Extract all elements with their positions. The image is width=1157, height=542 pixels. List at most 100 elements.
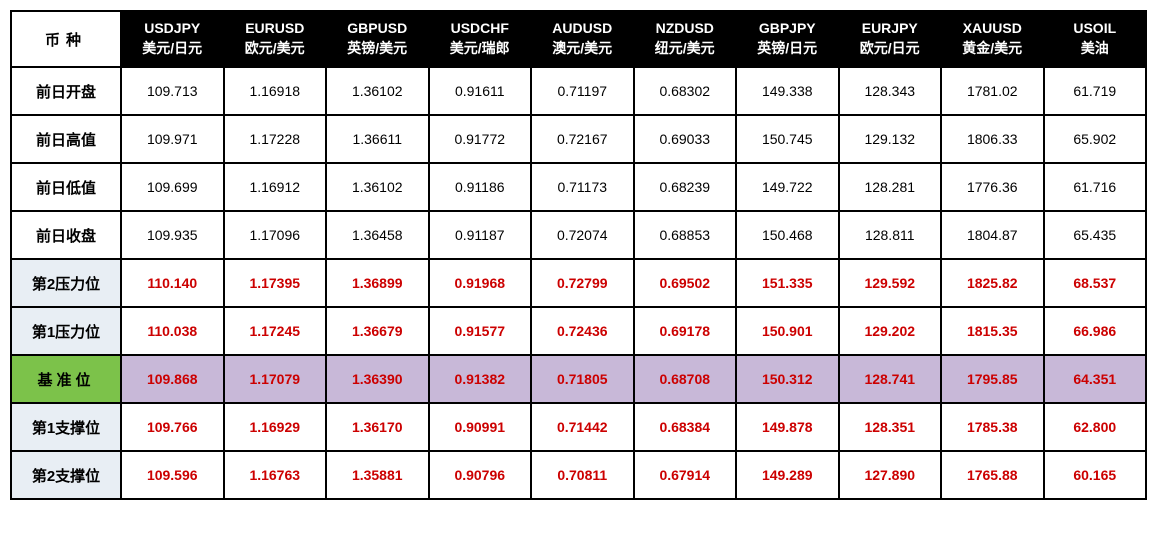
data-cell: 0.68239 [634,163,737,211]
ticker-desc: 澳元/美元 [532,39,633,59]
data-cell: 1.36170 [326,403,429,451]
data-cell: 68.537 [1044,259,1147,307]
data-cell: 0.91577 [429,307,532,355]
data-cell: 1804.87 [941,211,1044,259]
col-header-usoil: USOIL美油 [1044,11,1147,67]
ticker-label: GBPJPY [737,19,838,39]
data-cell: 0.71197 [531,67,634,115]
data-cell: 149.722 [736,163,839,211]
data-cell: 1.36899 [326,259,429,307]
col-header-gbpjpy: GBPJPY英镑/日元 [736,11,839,67]
data-cell: 150.901 [736,307,839,355]
data-cell: 129.132 [839,115,942,163]
data-cell: 150.745 [736,115,839,163]
ticker-label: USOIL [1045,19,1146,39]
data-cell: 128.741 [839,355,942,403]
data-cell: 0.72799 [531,259,634,307]
data-cell: 0.90991 [429,403,532,451]
col-header-gbpusd: GBPUSD英镑/美元 [326,11,429,67]
ticker-label: USDCHF [430,19,531,39]
ticker-label: XAUUSD [942,19,1043,39]
data-cell: 1.36679 [326,307,429,355]
data-cell: 109.596 [121,451,224,499]
row-label: 前日收盘 [11,211,121,259]
table-row: 第2压力位110.1401.173951.368990.919680.72799… [11,259,1146,307]
data-cell: 149.289 [736,451,839,499]
col-header-audusd: AUDUSD澳元/美元 [531,11,634,67]
table-row: 前日高值109.9711.172281.366110.917720.721670… [11,115,1146,163]
data-cell: 66.986 [1044,307,1147,355]
data-cell: 0.72167 [531,115,634,163]
data-cell: 0.91772 [429,115,532,163]
data-cell: 1.17079 [224,355,327,403]
data-cell: 1.16929 [224,403,327,451]
data-cell: 151.335 [736,259,839,307]
data-cell: 128.281 [839,163,942,211]
row-label: 基准位 [11,355,121,403]
data-cell: 109.713 [121,67,224,115]
data-cell: 1765.88 [941,451,1044,499]
ticker-desc: 美元/瑞郎 [430,39,531,59]
data-cell: 0.68302 [634,67,737,115]
data-cell: 109.868 [121,355,224,403]
data-cell: 1785.38 [941,403,1044,451]
table-row: 前日低值109.6991.169121.361020.911860.711730… [11,163,1146,211]
data-cell: 1.36102 [326,163,429,211]
data-cell: 0.72436 [531,307,634,355]
data-cell: 109.699 [121,163,224,211]
table-row: 前日开盘109.7131.169181.361020.916110.711970… [11,67,1146,115]
data-cell: 1.36390 [326,355,429,403]
table-row: 基准位109.8681.170791.363900.913820.718050.… [11,355,1146,403]
data-cell: 1.16918 [224,67,327,115]
data-cell: 1.17395 [224,259,327,307]
data-cell: 149.338 [736,67,839,115]
ticker-desc: 英镑/日元 [737,39,838,59]
row-label: 第1支撑位 [11,403,121,451]
data-cell: 0.91187 [429,211,532,259]
ticker-label: EURJPY [840,19,941,39]
forex-pivot-table: 币种 USDJPY美元/日元EURUSD欧元/美元GBPUSD英镑/美元USDC… [10,10,1147,500]
data-cell: 1.17096 [224,211,327,259]
data-cell: 65.435 [1044,211,1147,259]
data-cell: 0.67914 [634,451,737,499]
ticker-label: AUDUSD [532,19,633,39]
data-cell: 0.68708 [634,355,737,403]
table-row: 第1压力位110.0381.172451.366790.915770.72436… [11,307,1146,355]
data-cell: 127.890 [839,451,942,499]
data-cell: 64.351 [1044,355,1147,403]
data-cell: 62.800 [1044,403,1147,451]
data-cell: 0.72074 [531,211,634,259]
data-cell: 0.90796 [429,451,532,499]
col-header-eurusd: EURUSD欧元/美元 [224,11,327,67]
data-cell: 1825.82 [941,259,1044,307]
data-cell: 1815.35 [941,307,1044,355]
col-header-nzdusd: NZDUSD纽元/美元 [634,11,737,67]
ticker-desc: 美元/日元 [122,39,223,59]
table-row: 第2支撑位109.5961.167631.358810.907960.70811… [11,451,1146,499]
data-cell: 0.71173 [531,163,634,211]
data-cell: 1.36458 [326,211,429,259]
table-row: 第1支撑位109.7661.169291.361700.909910.71442… [11,403,1146,451]
row-label: 第2压力位 [11,259,121,307]
data-cell: 150.312 [736,355,839,403]
data-cell: 129.592 [839,259,942,307]
col-header-eurjpy: EURJPY欧元/日元 [839,11,942,67]
row-label: 第2支撑位 [11,451,121,499]
data-cell: 61.716 [1044,163,1147,211]
data-cell: 110.140 [121,259,224,307]
header-row: 币种 USDJPY美元/日元EURUSD欧元/美元GBPUSD英镑/美元USDC… [11,11,1146,67]
data-cell: 0.91968 [429,259,532,307]
data-cell: 128.811 [839,211,942,259]
data-cell: 0.68384 [634,403,737,451]
row-label: 前日开盘 [11,67,121,115]
col-header-usdjpy: USDJPY美元/日元 [121,11,224,67]
table-body: 前日开盘109.7131.169181.361020.916110.711970… [11,67,1146,499]
data-cell: 0.69178 [634,307,737,355]
data-cell: 129.202 [839,307,942,355]
data-cell: 149.878 [736,403,839,451]
data-cell: 0.71805 [531,355,634,403]
ticker-desc: 美油 [1045,39,1146,59]
data-cell: 150.468 [736,211,839,259]
data-cell: 0.68853 [634,211,737,259]
data-cell: 0.70811 [531,451,634,499]
